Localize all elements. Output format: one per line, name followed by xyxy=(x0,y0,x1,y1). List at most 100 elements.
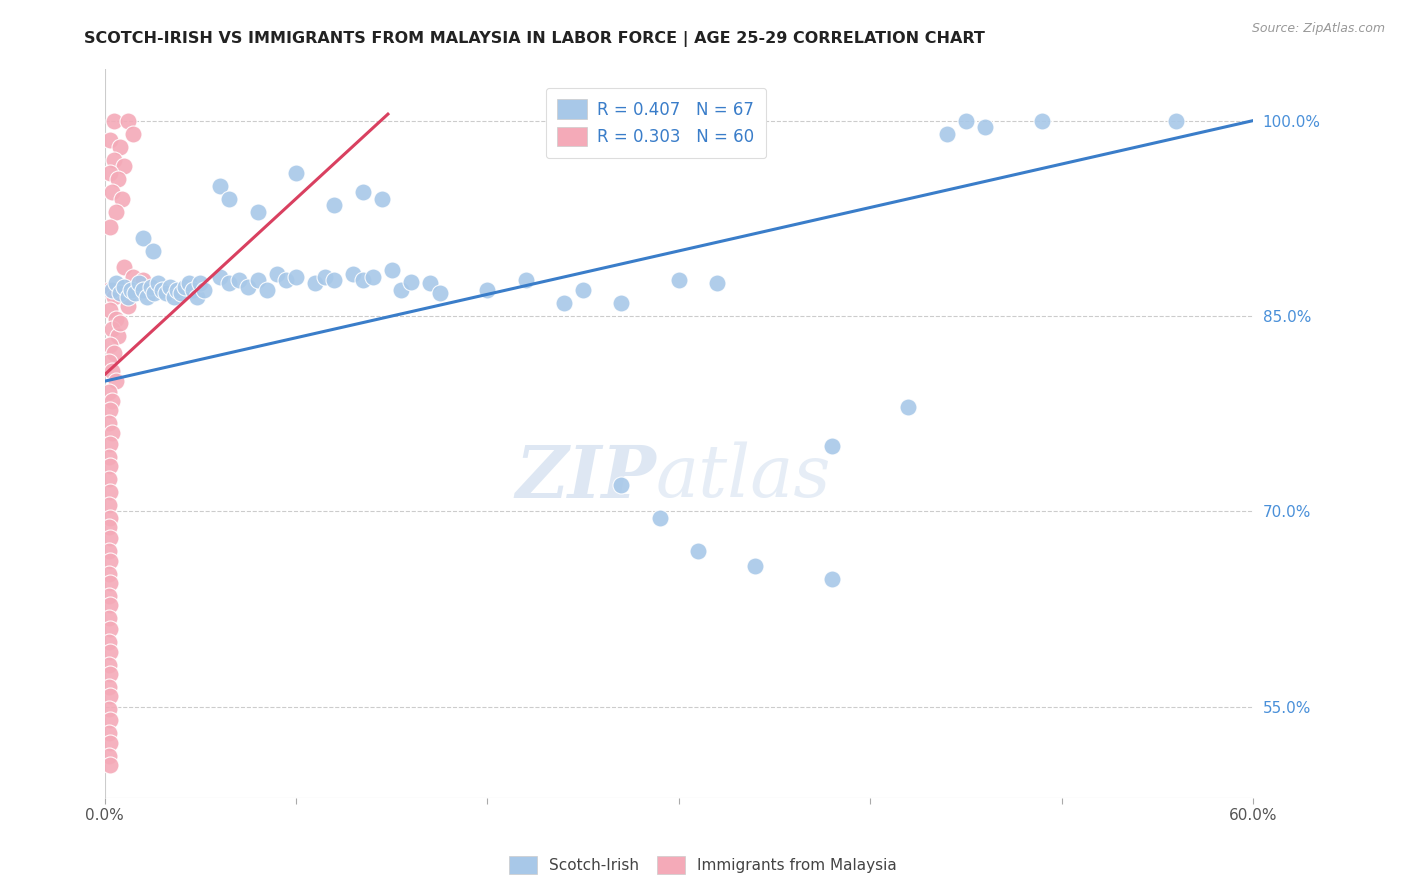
Point xyxy=(97,589,120,603)
Point xyxy=(100,645,122,659)
Point xyxy=(399,275,422,289)
Point xyxy=(132,272,155,286)
Point xyxy=(107,328,129,343)
Point xyxy=(1166,113,1188,128)
Point xyxy=(181,283,204,297)
Point xyxy=(935,127,957,141)
Point xyxy=(100,736,122,750)
Point xyxy=(97,543,120,558)
Point xyxy=(117,113,139,128)
Point xyxy=(97,384,120,399)
Point xyxy=(100,458,122,473)
Point xyxy=(112,280,135,294)
Point xyxy=(97,498,120,512)
Point xyxy=(108,285,131,300)
Point xyxy=(143,285,166,300)
Point xyxy=(97,566,120,581)
Point xyxy=(148,277,170,291)
Point xyxy=(228,272,250,286)
Point xyxy=(177,277,200,291)
Point xyxy=(97,658,120,673)
Point xyxy=(97,634,120,648)
Text: SCOTCH-IRISH VS IMMIGRANTS FROM MALAYSIA IN LABOR FORCE | AGE 25-29 CORRELATION : SCOTCH-IRISH VS IMMIGRANTS FROM MALAYSIA… xyxy=(84,31,986,47)
Point xyxy=(361,269,384,284)
Point xyxy=(193,283,215,297)
Point xyxy=(108,316,131,330)
Point xyxy=(304,277,326,291)
Point xyxy=(111,192,134,206)
Point xyxy=(166,283,188,297)
Point xyxy=(132,231,155,245)
Point xyxy=(112,159,135,173)
Point xyxy=(352,186,374,200)
Point xyxy=(668,272,690,286)
Point xyxy=(108,139,131,153)
Point xyxy=(97,283,120,297)
Point xyxy=(101,426,124,441)
Point xyxy=(101,186,124,200)
Point xyxy=(100,554,122,568)
Point xyxy=(515,272,537,286)
Point xyxy=(208,269,231,284)
Legend: R = 0.407   N = 67, R = 0.303   N = 60: R = 0.407 N = 67, R = 0.303 N = 60 xyxy=(546,87,766,158)
Point xyxy=(124,285,146,300)
Point xyxy=(100,436,122,450)
Point xyxy=(246,204,269,219)
Point xyxy=(218,277,240,291)
Point xyxy=(314,269,336,284)
Point xyxy=(323,198,346,212)
Point xyxy=(100,166,122,180)
Point xyxy=(352,272,374,286)
Point xyxy=(238,280,260,294)
Point xyxy=(381,263,404,277)
Point xyxy=(100,531,122,545)
Point xyxy=(897,401,920,415)
Point xyxy=(105,374,128,388)
Point xyxy=(122,269,145,284)
Point xyxy=(97,726,120,740)
Point xyxy=(101,322,124,336)
Point xyxy=(97,681,120,695)
Point xyxy=(150,283,173,297)
Point xyxy=(100,576,122,591)
Point xyxy=(190,277,212,291)
Point xyxy=(100,758,122,772)
Point xyxy=(276,272,298,286)
Point xyxy=(266,268,288,282)
Point xyxy=(208,178,231,193)
Point xyxy=(744,559,766,574)
Point xyxy=(97,354,120,368)
Point xyxy=(100,511,122,525)
Point xyxy=(100,337,122,351)
Point xyxy=(974,120,997,135)
Point xyxy=(186,289,208,303)
Point xyxy=(686,543,709,558)
Point xyxy=(170,285,193,300)
Point xyxy=(97,611,120,625)
Point xyxy=(97,416,120,430)
Point xyxy=(100,622,122,636)
Point xyxy=(97,472,120,486)
Point xyxy=(122,127,145,141)
Point xyxy=(159,280,181,294)
Point xyxy=(610,478,633,492)
Point xyxy=(162,289,184,303)
Point xyxy=(100,133,122,147)
Point xyxy=(121,283,143,297)
Point xyxy=(821,439,844,453)
Point xyxy=(821,572,844,586)
Point xyxy=(103,113,125,128)
Point xyxy=(100,667,122,681)
Point xyxy=(246,272,269,286)
Point xyxy=(97,702,120,716)
Point xyxy=(256,283,278,297)
Point xyxy=(103,153,125,167)
Point xyxy=(141,244,163,258)
Point xyxy=(706,277,728,291)
Point xyxy=(648,511,671,525)
Point xyxy=(218,192,240,206)
Point xyxy=(100,599,122,613)
Point xyxy=(100,484,122,499)
Point xyxy=(572,283,595,297)
Point xyxy=(105,311,128,326)
